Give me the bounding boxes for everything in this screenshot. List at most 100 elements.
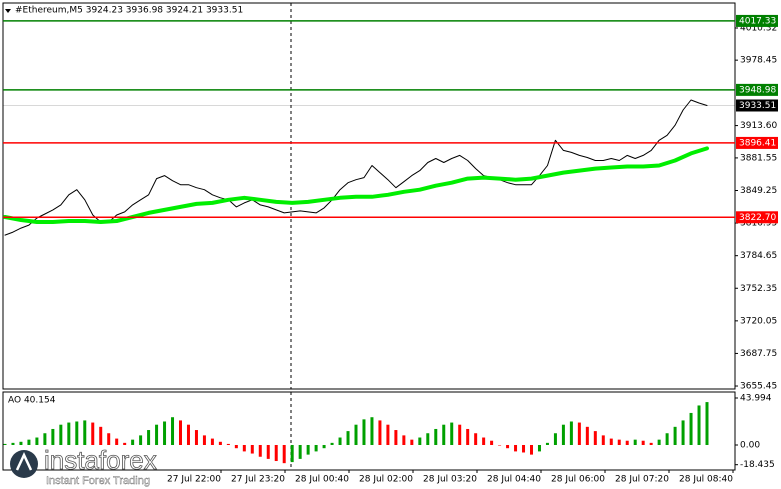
ao-bar: [514, 444, 518, 452]
ao-bar: [67, 422, 71, 445]
logo-name: instaforex: [44, 445, 157, 475]
ao-bar: [625, 440, 629, 445]
series-line: [3, 146, 709, 224]
ao-bar: [338, 437, 342, 445]
ao-bar: [522, 444, 526, 453]
y-tick-label: 3849.25: [740, 186, 777, 196]
price-panel: [2, 2, 736, 390]
y-tick-label: 3720.05: [740, 316, 777, 326]
ao-bar: [27, 439, 31, 445]
ao-bar: [242, 444, 246, 452]
ao-title: AO 40.154: [8, 396, 56, 406]
logo-tagline: Instant Forex Trading: [46, 475, 150, 487]
ao-bar: [290, 444, 294, 463]
logo-glyph: [15, 452, 33, 471]
ao-bar: [402, 435, 406, 445]
y-tick-label: 3881.55: [740, 153, 777, 163]
level-label: 3896.41: [739, 138, 776, 148]
ao-bar: [19, 441, 23, 445]
level-label-bg: [736, 14, 778, 27]
x-tick-label: 28 Jul 04:40: [487, 475, 541, 485]
ao-bar: [482, 437, 486, 445]
ao-bar: [609, 438, 613, 445]
ao-bar: [75, 421, 79, 445]
y-tick-label: 3816.95: [740, 219, 777, 229]
ao-bar: [131, 439, 135, 445]
logo-icon: [10, 450, 38, 478]
ao-bar: [171, 417, 175, 445]
ao-bar: [506, 444, 510, 449]
ao-bar: [641, 440, 645, 445]
y-tick-label: 3655.45: [740, 382, 777, 392]
ao-bar: [59, 424, 63, 445]
y-tick-label: 3687.75: [740, 349, 777, 359]
ao-bar: [194, 430, 198, 445]
ao-bar: [370, 417, 374, 445]
ao-bar: [266, 444, 270, 459]
ao-bar: [601, 435, 605, 445]
ao-bar: [234, 444, 238, 449]
ao-bar: [107, 433, 111, 445]
ao-bar: [346, 431, 350, 445]
level-label: 3822.70: [739, 213, 776, 223]
ao-bar: [99, 426, 103, 445]
ao-bar: [83, 420, 87, 445]
ao-bar: [561, 424, 565, 445]
ao-bar: [394, 430, 398, 445]
ao-bar: [226, 443, 230, 445]
ao-bar: [123, 442, 127, 445]
ao-bar: [705, 402, 709, 445]
ao-bar: [218, 441, 222, 445]
ao-bar: [91, 422, 95, 445]
ao-bar: [258, 444, 262, 457]
chart-title: #Ethereum,M5 3924.23 3936.98 3924.21 393…: [15, 6, 243, 16]
ao-bar: [306, 444, 310, 455]
y-tick-label: 0.00: [740, 440, 760, 450]
y-tick-label: 3752.35: [740, 284, 777, 294]
ao-bar: [466, 428, 470, 445]
ao-bar: [282, 444, 286, 464]
ao-bar: [649, 442, 653, 445]
ao-bar: [298, 444, 302, 459]
ao-bar: [354, 424, 358, 445]
level-label: 3948.98: [739, 85, 776, 95]
level-label-bg: [736, 211, 778, 224]
x-tick-label: 27 Jul 23:20: [231, 475, 285, 485]
x-tick-label: 28 Jul 00:40: [295, 475, 349, 485]
ao-bar: [633, 439, 637, 445]
ao-bar: [155, 424, 159, 445]
ao-bar: [697, 405, 701, 445]
ao-bar: [139, 435, 143, 445]
series-line: [4, 99, 708, 236]
ao-bar: [673, 426, 677, 445]
level-label-bg: [736, 136, 778, 149]
ao-bar: [593, 431, 597, 445]
ao-bar: [585, 426, 589, 445]
ao-bar: [553, 433, 557, 445]
y-tick-label: 3784.65: [740, 251, 777, 261]
ao-bar: [314, 444, 318, 452]
y-tick-label: 43.994: [740, 393, 772, 403]
x-tick-label: 28 Jul 08:40: [679, 475, 733, 485]
ao-bar: [35, 437, 39, 445]
logo: instaforex Instant Forex Trading: [10, 444, 157, 487]
ao-bar: [426, 433, 430, 445]
ao-bar: [657, 439, 661, 445]
ao-bar: [147, 430, 151, 445]
x-tick-label: 28 Jul 07:20: [615, 475, 669, 485]
ao-bar: [665, 433, 669, 445]
y-tick-label: 4010.32: [740, 24, 777, 34]
ao-bar: [3, 443, 7, 445]
ao-bar: [378, 420, 382, 445]
ao-bar: [202, 435, 206, 445]
ao-bar: [577, 422, 581, 445]
ao-bar: [322, 444, 326, 449]
ao-bar: [250, 444, 254, 454]
ao-bar: [617, 439, 621, 445]
ao-bar: [418, 437, 422, 445]
ao-bar: [51, 428, 55, 445]
y-tick-label: 3978.45: [740, 56, 777, 66]
ao-bar: [530, 444, 533, 455]
level-label-bg: [736, 99, 778, 112]
